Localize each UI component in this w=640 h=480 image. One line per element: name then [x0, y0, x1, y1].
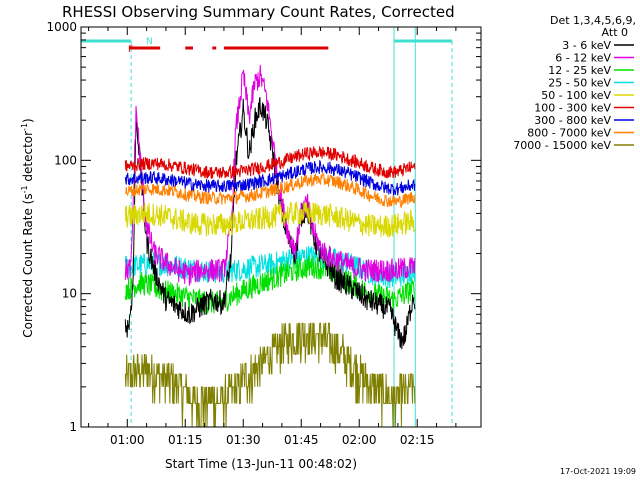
- x-tick-label: 01:30: [226, 433, 261, 447]
- legend-label-6: 300 - 800 keV: [534, 114, 611, 127]
- series-line-7000-15000-kev: [124, 322, 416, 428]
- plot-area: FN: [81, 27, 453, 428]
- plot-frame: [80, 26, 482, 428]
- legend-header-line-1: Det 1,3,4,5,6,9,: [550, 14, 636, 27]
- y-axis-title: Corrected Count Rate (s-1 detector-1): [20, 118, 35, 337]
- y-tick-label: 1000: [46, 20, 77, 34]
- series-line-50-100-kev: [124, 201, 416, 238]
- legend-label-7: 800 - 7000 keV: [527, 127, 611, 140]
- series-line-100-300-kev: [124, 145, 416, 180]
- legend-header-line-2: Att 0: [602, 26, 628, 39]
- legend-label-8: 7000 - 15000 keV: [513, 139, 611, 152]
- y-tick-label: 100: [54, 153, 77, 167]
- legend-label-0: 3 - 6 keV: [562, 39, 611, 52]
- x-tick-label: 01:15: [168, 433, 203, 447]
- y-axis-title-main: Corrected Count Rate (s: [21, 193, 35, 337]
- legend-label-5: 100 - 300 keV: [534, 102, 611, 115]
- series-line-3-6-kev: [124, 97, 416, 350]
- y-axis-title-mid: detector: [21, 131, 35, 186]
- series-line-300-800-kev: [124, 160, 416, 196]
- chart-title: RHESSI Observing Summary Count Rates, Co…: [62, 3, 455, 21]
- x-tick-label: 01:00: [110, 433, 145, 447]
- x-axis-title: Start Time (13-Jun-11 00:48:02): [165, 457, 357, 471]
- flag-label-n: N: [146, 37, 153, 47]
- axes: 1 10 100 1000 01:00 01:15 01:30 01:45 02:00 02:15: [46, 20, 481, 447]
- y-axis-title-sup1: -1: [20, 185, 29, 193]
- series-line-800-7000-kev: [124, 171, 416, 208]
- legend-label-3: 25 - 50 keV: [548, 77, 611, 90]
- flag-label-f: F: [128, 45, 133, 55]
- y-axis-title-end: ): [21, 118, 35, 123]
- x-tick-label: 01:45: [284, 433, 319, 447]
- x-tick-label: 02:00: [342, 433, 377, 447]
- legend-label-2: 12 - 25 keV: [548, 64, 611, 77]
- x-tick-label: 02:15: [400, 433, 435, 447]
- legend-label-4: 50 - 100 keV: [541, 89, 611, 102]
- y-tick-label: 10: [62, 287, 77, 301]
- y-tick-label: 1: [69, 420, 77, 434]
- y-axis-title-sup2: -1: [20, 123, 29, 131]
- footer-date: 17-Oct-2021 19:09: [560, 467, 636, 476]
- series-line-6-12-kev: [124, 64, 416, 286]
- legend-label-1: 6 - 12 keV: [555, 52, 611, 65]
